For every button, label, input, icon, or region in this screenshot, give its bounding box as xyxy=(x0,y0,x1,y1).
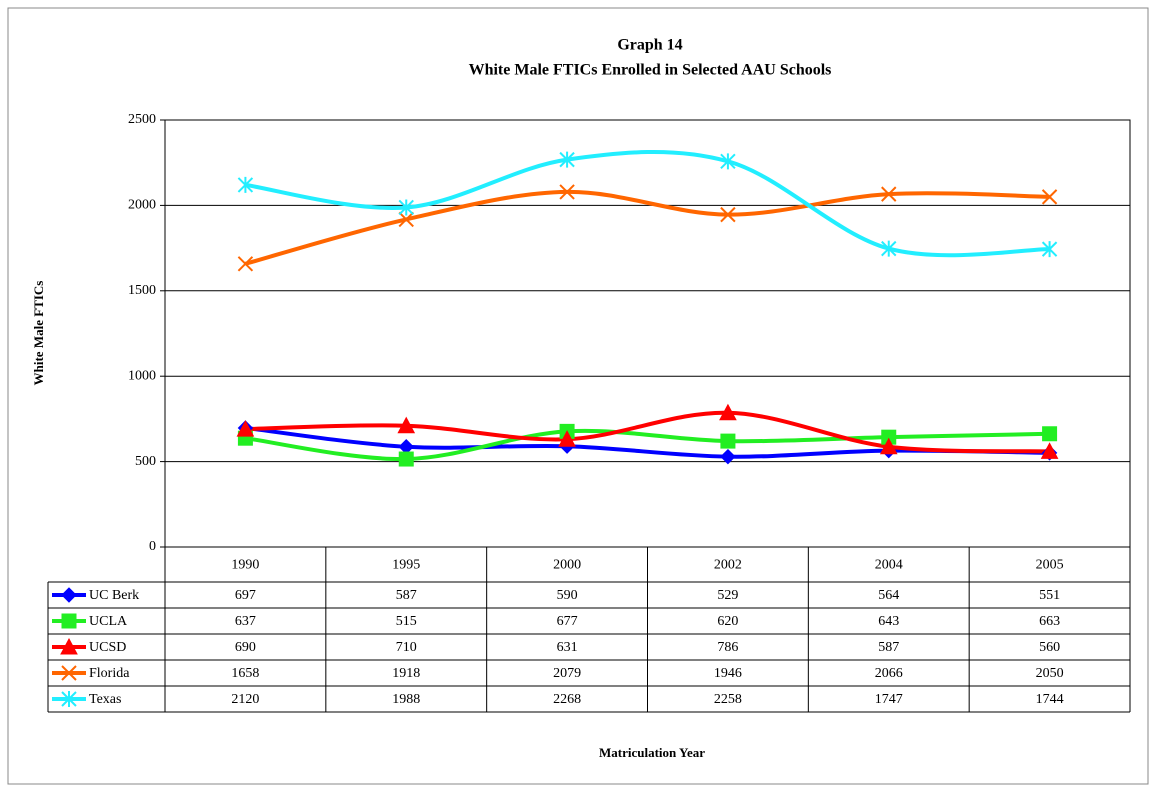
data-point xyxy=(398,211,414,228)
table-value: 786 xyxy=(717,640,738,655)
data-point xyxy=(879,437,898,455)
data-point xyxy=(1040,442,1059,459)
data-point xyxy=(237,176,254,193)
table-value: 697 xyxy=(235,588,256,603)
table-value: 663 xyxy=(1039,614,1060,629)
series-line xyxy=(245,149,1050,258)
legend-marker xyxy=(61,613,77,629)
table-value: 2066 xyxy=(875,666,903,681)
table-value: 637 xyxy=(235,614,256,629)
x-tick-label: 1990 xyxy=(231,558,259,573)
table-value: 515 xyxy=(396,614,417,629)
data-point xyxy=(397,416,416,434)
table-value: 643 xyxy=(878,614,899,629)
table-value: 590 xyxy=(557,588,578,603)
legend-marker xyxy=(61,691,77,707)
y-tick-label: 2000 xyxy=(128,198,156,213)
table-value: 1747 xyxy=(875,692,903,707)
x-tick-label: 2002 xyxy=(714,558,742,573)
x-tick-label: 2004 xyxy=(875,558,903,573)
table-value: 1988 xyxy=(392,692,420,707)
table-value: 620 xyxy=(717,614,738,629)
y-tick-label: 0 xyxy=(149,539,156,554)
data-point xyxy=(558,430,576,447)
chart-border xyxy=(7,7,1149,785)
table-value: 1744 xyxy=(1036,692,1064,707)
legend-label: UCSD xyxy=(89,640,126,655)
data-point xyxy=(236,420,255,437)
chart-subtitle: White Male FTICs Enrolled in Selected AA… xyxy=(469,62,832,79)
legend-label: Texas xyxy=(89,692,121,707)
series-line xyxy=(245,425,1050,459)
table-value: 2079 xyxy=(553,666,581,681)
table-value: 587 xyxy=(396,588,417,603)
x-tick-label: 2005 xyxy=(1036,558,1064,573)
data-point xyxy=(398,199,414,216)
x-axis-label: Matriculation Year xyxy=(599,745,705,760)
data-point xyxy=(720,448,736,465)
legend-marker xyxy=(60,637,78,655)
table-value: 677 xyxy=(557,614,578,629)
legend-marker xyxy=(61,665,77,681)
data-point xyxy=(881,186,897,202)
data-point xyxy=(720,206,736,223)
legend-marker xyxy=(61,587,77,603)
table-value: 564 xyxy=(878,588,899,603)
legend-label: Florida xyxy=(89,666,130,681)
table-value: 551 xyxy=(1039,588,1060,603)
series-line xyxy=(244,189,1050,266)
x-tick-label: 1995 xyxy=(392,558,420,573)
data-point xyxy=(719,403,737,421)
legend-label: UCLA xyxy=(89,614,128,629)
data-point xyxy=(1041,241,1058,258)
table-value: 2050 xyxy=(1036,666,1064,681)
data-point xyxy=(398,451,414,467)
y-tick-label: 500 xyxy=(135,454,156,469)
series-line xyxy=(245,428,1050,462)
table-value: 587 xyxy=(878,640,899,655)
table-value: 560 xyxy=(1039,640,1060,655)
table-value: 690 xyxy=(235,640,256,655)
table-value: 1946 xyxy=(714,666,742,681)
data-point xyxy=(559,151,575,168)
table-value: 1918 xyxy=(392,666,420,681)
legend-label: UC Berk xyxy=(89,588,139,603)
table-value: 710 xyxy=(396,640,417,655)
table-value: 2120 xyxy=(231,692,259,707)
series-line xyxy=(245,410,1050,454)
table-value: 529 xyxy=(717,588,738,603)
data-point xyxy=(559,184,575,200)
y-tick-label: 1500 xyxy=(128,283,156,298)
data-point xyxy=(1042,426,1058,442)
chart-title: Graph 14 xyxy=(617,37,682,54)
y-tick-label: 2500 xyxy=(128,112,156,127)
data-point xyxy=(881,240,897,257)
y-axis-label: White Male FTICs xyxy=(31,281,46,386)
data-point xyxy=(1041,189,1058,205)
table-value: 2258 xyxy=(714,692,742,707)
data-point xyxy=(720,433,736,449)
data-point xyxy=(720,153,736,170)
data-point xyxy=(237,256,254,272)
y-tick-label: 1000 xyxy=(128,368,156,383)
table-value: 1658 xyxy=(231,666,259,681)
table-value: 631 xyxy=(557,640,578,655)
x-tick-label: 2000 xyxy=(553,558,581,573)
table-value: 2268 xyxy=(553,692,581,707)
